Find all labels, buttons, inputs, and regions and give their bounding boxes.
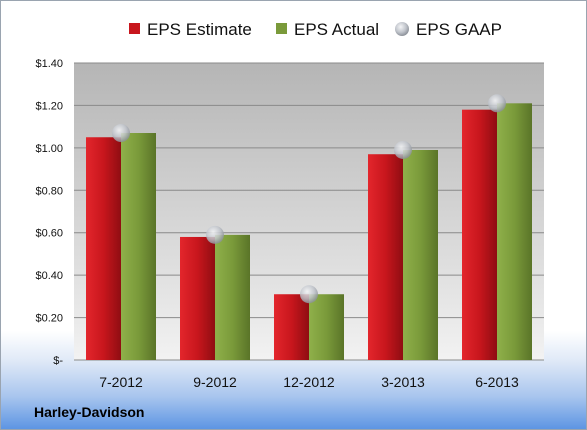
marker-eps-gaap xyxy=(394,140,412,159)
bar-eps-estimate xyxy=(368,154,403,360)
legend-swatch-eps-estimate xyxy=(129,23,140,34)
x-category-label: 12-2012 xyxy=(283,374,335,390)
bar-eps-actual xyxy=(497,103,532,361)
y-axis-ticks: $- $0.20 $0.40 $0.60 $0.80 $1.00 $1.20 $1.40 xyxy=(35,58,63,367)
y-tick-label: $1.00 xyxy=(35,143,63,155)
legend-swatch-eps-actual xyxy=(276,23,287,34)
y-tick-label: $0.60 xyxy=(35,228,63,240)
y-tick-label: $0.80 xyxy=(35,185,63,197)
x-category-label: 9-2012 xyxy=(193,374,237,390)
marker-eps-gaap xyxy=(488,94,506,113)
y-tick-label: $- xyxy=(53,355,63,367)
company-name: Harley-Davidson xyxy=(34,404,144,420)
bar-eps-estimate xyxy=(86,137,121,360)
gaap-markers xyxy=(112,94,506,304)
marker-eps-gaap xyxy=(112,124,130,143)
marker-eps-gaap xyxy=(300,285,318,304)
y-tick-label: $1.20 xyxy=(35,100,63,112)
y-tick-label: $0.40 xyxy=(35,270,63,282)
x-category-label: 3-2013 xyxy=(381,374,425,390)
bar-eps-actual xyxy=(309,294,344,360)
bar-eps-actual xyxy=(403,149,438,360)
y-tick-label: $1.40 xyxy=(35,58,63,70)
bar-eps-actual xyxy=(215,234,250,360)
bar-eps-actual xyxy=(121,133,156,360)
bar-eps-estimate xyxy=(274,294,309,360)
legend-swatch-eps-gaap xyxy=(395,22,409,36)
legend: EPS Estimate EPS Actual EPS GAAP xyxy=(129,20,502,39)
legend-label-eps-estimate: EPS Estimate xyxy=(147,20,252,39)
bar-eps-estimate xyxy=(180,236,215,360)
marker-eps-gaap xyxy=(206,225,224,244)
x-axis-labels: 7-2012 9-2012 12-2012 3-2013 6-2013 xyxy=(99,374,519,390)
bar-eps-estimate xyxy=(462,109,497,361)
bars xyxy=(86,103,532,361)
x-category-label: 7-2012 xyxy=(99,374,143,390)
x-category-label: 6-2013 xyxy=(475,374,519,390)
y-tick-label: $0.20 xyxy=(35,313,63,325)
legend-label-eps-gaap: EPS GAAP xyxy=(416,20,502,39)
legend-label-eps-actual: EPS Actual xyxy=(294,20,379,39)
